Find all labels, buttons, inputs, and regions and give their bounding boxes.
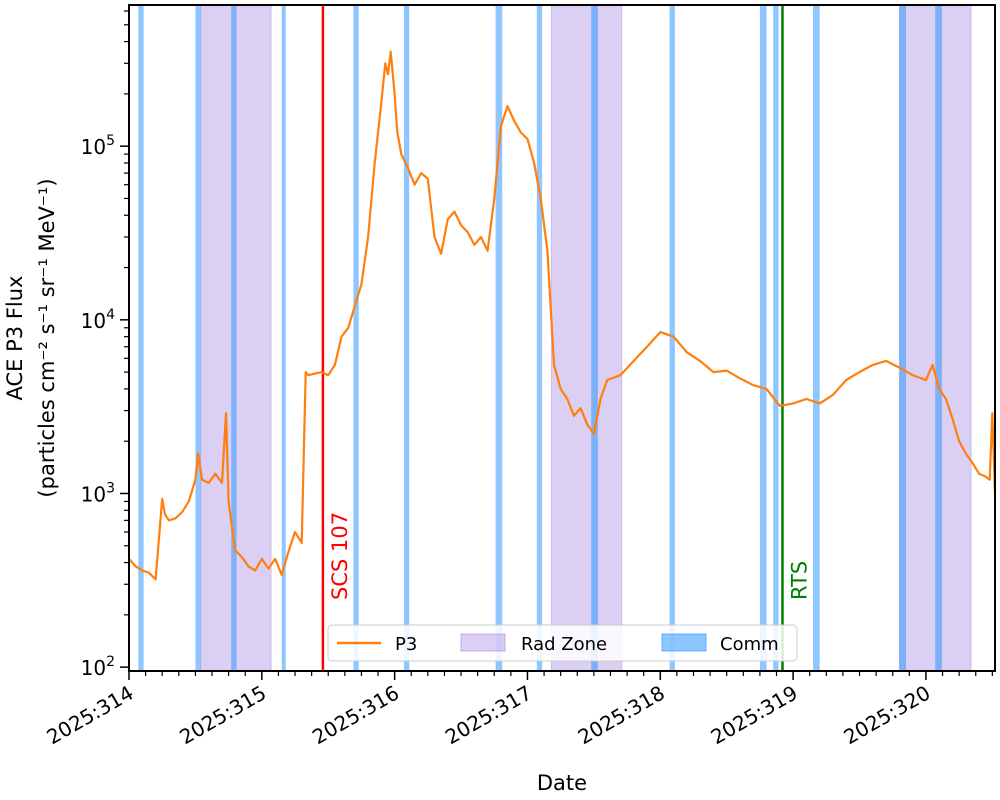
comm-pass-band bbox=[935, 5, 942, 671]
event-label-background bbox=[324, 505, 353, 604]
comm-pass-band bbox=[591, 5, 598, 671]
event-label-group: RTS bbox=[784, 557, 813, 604]
background-bands bbox=[138, 4, 972, 672]
legend-radzone-label: Rad Zone bbox=[521, 634, 607, 655]
y-tick-label: 102 bbox=[81, 654, 115, 680]
plot-frame bbox=[128, 4, 996, 672]
x-axis-label: Date bbox=[537, 771, 587, 795]
event-label-group: SCS 107 bbox=[324, 505, 353, 604]
x-tick-label: 2025:319 bbox=[707, 681, 802, 750]
y-axis-ticks: 102 103 104 105 bbox=[81, 10, 129, 680]
series-layer bbox=[128, 50, 997, 581]
comm-pass-band bbox=[536, 5, 543, 671]
series-line-p3 bbox=[128, 50, 997, 581]
y-axis-label-line2: (particles cm⁻² s⁻¹ sr⁻¹ MeV⁻¹) bbox=[35, 178, 59, 497]
event-label-background bbox=[784, 557, 813, 604]
legend: P3 Rad Zone Comm bbox=[327, 624, 798, 662]
comm-pass-band bbox=[495, 5, 503, 671]
legend-p3-label: P3 bbox=[395, 634, 417, 655]
comm-pass-band bbox=[759, 5, 767, 671]
legend-comm-label: Comm bbox=[720, 634, 779, 655]
comm-pass-band bbox=[138, 5, 144, 671]
comm-pass-band bbox=[403, 5, 410, 671]
x-axis-ticks: 2025:314 2025:315 2025:316 2025:317 2025:318… bbox=[43, 671, 993, 749]
comm-pass-band bbox=[813, 5, 820, 671]
comm-pass-band bbox=[281, 5, 286, 671]
comm-pass-band bbox=[353, 5, 359, 671]
y-tick-label: 105 bbox=[81, 133, 115, 159]
x-tick-label: 2025:314 bbox=[43, 681, 138, 750]
event-label-rts: RTS bbox=[787, 561, 811, 600]
comm-pass-band bbox=[669, 5, 675, 671]
comm-pass-band bbox=[773, 5, 779, 671]
x-tick-label: 2025:316 bbox=[308, 681, 403, 750]
comm-pass-band bbox=[231, 5, 237, 671]
x-tick-label: 2025:318 bbox=[574, 681, 669, 750]
comm-pass-band bbox=[195, 5, 201, 671]
x-tick-label: 2025:315 bbox=[175, 681, 270, 750]
event-label-scs-107: SCS 107 bbox=[328, 512, 352, 600]
y-tick-label: 103 bbox=[81, 480, 115, 506]
legend-comm-swatch bbox=[661, 633, 707, 652]
rad-zone-band bbox=[550, 4, 623, 672]
y-axis-label-line1: ACE P3 Flux bbox=[3, 276, 27, 401]
x-tick-label: 2025:317 bbox=[441, 681, 536, 750]
event-markers: SCS 107 RTS bbox=[321, 5, 813, 671]
legend-radzone-swatch bbox=[460, 633, 506, 652]
x-tick-label: 2025:320 bbox=[839, 681, 934, 750]
y-tick-label: 104 bbox=[81, 307, 115, 333]
comm-pass-band bbox=[899, 5, 907, 671]
